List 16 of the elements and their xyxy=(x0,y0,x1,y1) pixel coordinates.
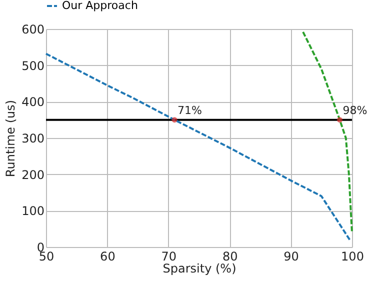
legend-label: Our Approach xyxy=(62,0,138,12)
y-tick-label: 400 xyxy=(22,95,44,110)
x-tick-label: 90 xyxy=(284,250,299,264)
annotation: 71% xyxy=(178,104,202,117)
annotation: 98% xyxy=(342,104,368,117)
x-tick-label: 70 xyxy=(161,250,177,264)
x-tick-label: 80 xyxy=(222,250,238,264)
x-axis-title: Sparsity (%) xyxy=(162,262,236,276)
y-tick-label: 200 xyxy=(22,168,44,182)
x-tick-label: 60 xyxy=(100,250,116,264)
y-tick-label: 100 xyxy=(22,204,44,218)
y-tick-label: 500 xyxy=(22,58,44,73)
y-axis-title: Runtime (us) xyxy=(4,100,18,178)
x-tick-label: 100 xyxy=(341,250,364,264)
y-tick-label: 600 xyxy=(22,22,44,36)
y-tick-label: 300 xyxy=(22,132,44,146)
